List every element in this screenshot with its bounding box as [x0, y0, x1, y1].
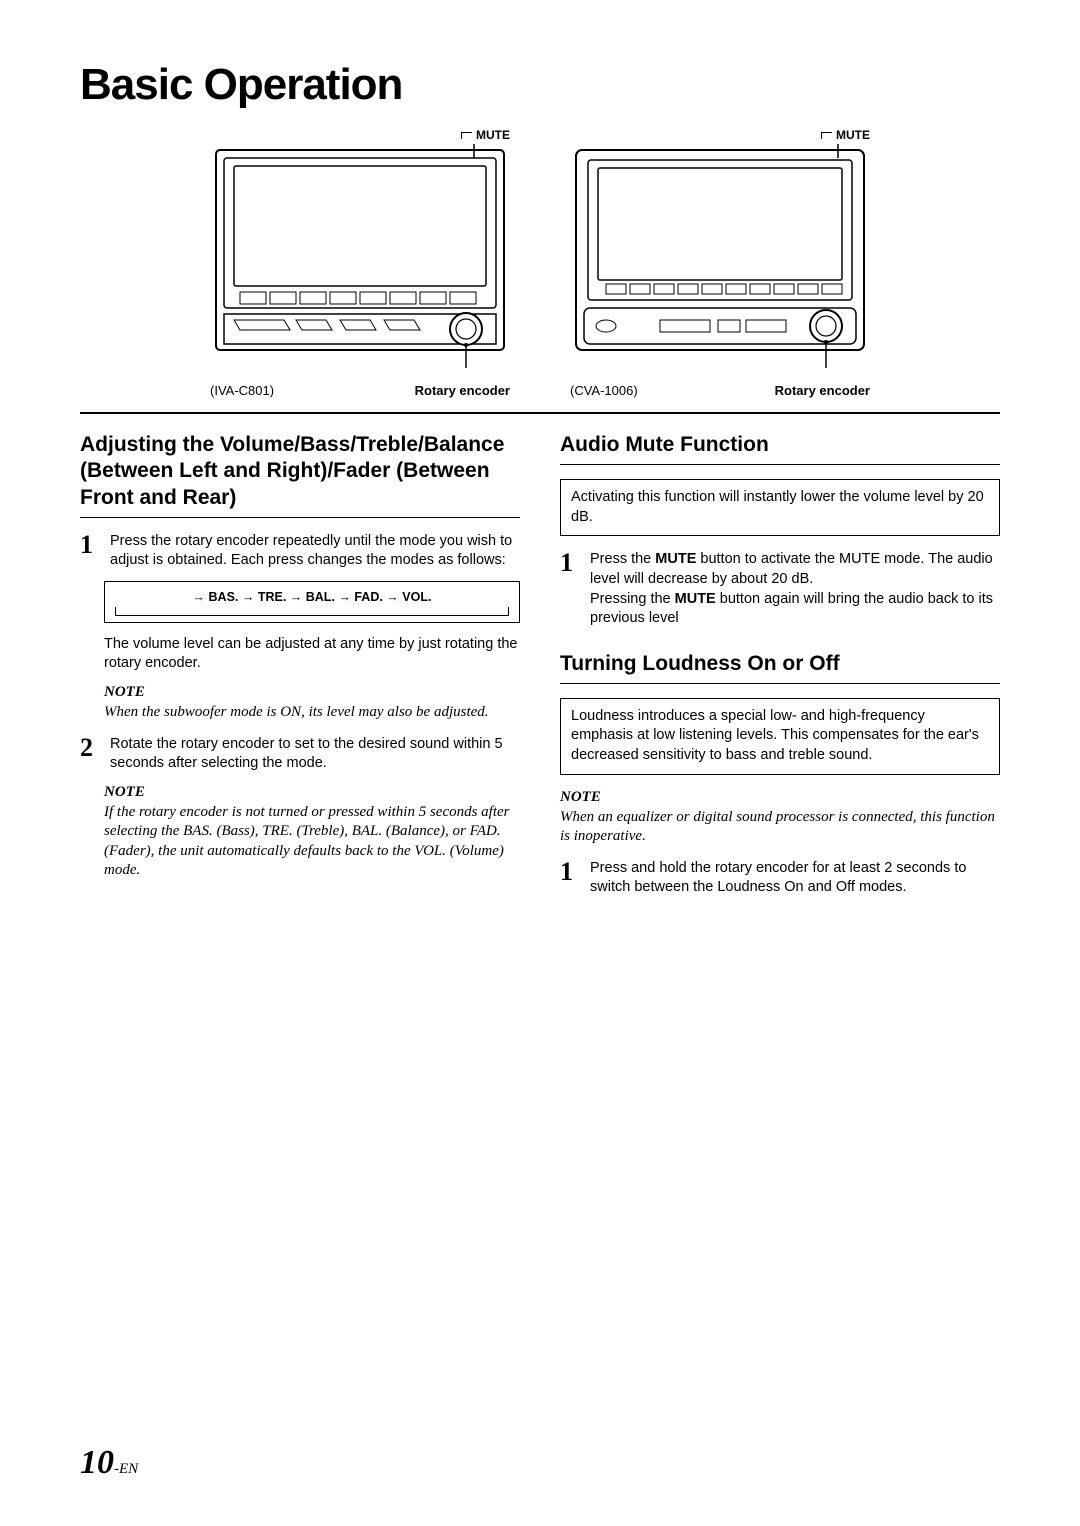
device-svg-left	[210, 144, 510, 374]
loudness-note-text: When an equalizer or digital sound proce…	[560, 808, 1000, 847]
encoder-label-left: Rotary encoder	[415, 383, 510, 398]
step-text: Rotate the rotary encoder to set to the …	[110, 735, 520, 774]
loudness-intro-box: Loudness introduces a special low- and h…	[560, 698, 1000, 775]
mute-intro-box: Activating this function will instantly …	[560, 479, 1000, 536]
page-footer: 10-EN	[80, 1444, 138, 1482]
note-label-2: NOTE	[104, 784, 520, 801]
loudness-step-1: 1 Press and hold the rotary encoder for …	[560, 859, 1000, 898]
body-columns: Adjusting the Volume/Bass/Treble/Balance…	[80, 432, 1000, 908]
after-cycle-text: The volume level can be adjusted at any …	[104, 635, 520, 674]
page-number: 10	[80, 1444, 114, 1481]
step-number: 1	[560, 550, 580, 628]
encoder-label-right: Rotary encoder	[775, 383, 870, 398]
heading-mute: Audio Mute Function	[560, 432, 1000, 465]
step-text: Press the rotary encoder repeatedly unti…	[110, 532, 520, 571]
model-left: (IVA-C801)	[210, 383, 274, 398]
step-text: Press and hold the rotary encoder for at…	[590, 859, 1000, 898]
step-number: 1	[80, 532, 100, 571]
heading-adjusting: Adjusting the Volume/Bass/Treble/Balance…	[80, 432, 520, 518]
note-label-1: NOTE	[104, 684, 520, 701]
page-suffix: -EN	[114, 1461, 138, 1477]
diagram-cva-1006: MUTE	[570, 128, 870, 398]
mute-step-1: 1 Press the MUTE button to activate the …	[560, 550, 1000, 628]
loudness-note-label: NOTE	[560, 789, 1000, 806]
heading-loudness: Turning Loudness On or Off	[560, 651, 1000, 684]
note-text-2: If the rotary encoder is not turned or p…	[104, 803, 520, 881]
right-column: Audio Mute Function Activating this func…	[560, 432, 1000, 908]
mode-cycle-box: → BAS. → TRE. → BAL. → FAD. → VOL.	[104, 581, 520, 623]
mute-label-right: MUTE	[570, 128, 870, 142]
diagram-iva-c801: MUTE	[210, 128, 510, 398]
step-number: 1	[560, 859, 580, 898]
page-title: Basic Operation	[80, 60, 1000, 110]
device-svg-right	[570, 144, 870, 374]
left-column: Adjusting the Volume/Bass/Treble/Balance…	[80, 432, 520, 908]
left-step-1: 1 Press the rotary encoder repeatedly un…	[80, 532, 520, 571]
device-diagrams: MUTE	[80, 128, 1000, 414]
step-number: 2	[80, 735, 100, 774]
model-right: (CVA-1006)	[570, 383, 638, 398]
step-text: Press the MUTE button to activate the MU…	[590, 550, 1000, 628]
note-text-1: When the subwoofer mode is ON, its level…	[104, 703, 520, 723]
mute-label-left: MUTE	[210, 128, 510, 142]
left-step-2: 2 Rotate the rotary encoder to set to th…	[80, 735, 520, 774]
